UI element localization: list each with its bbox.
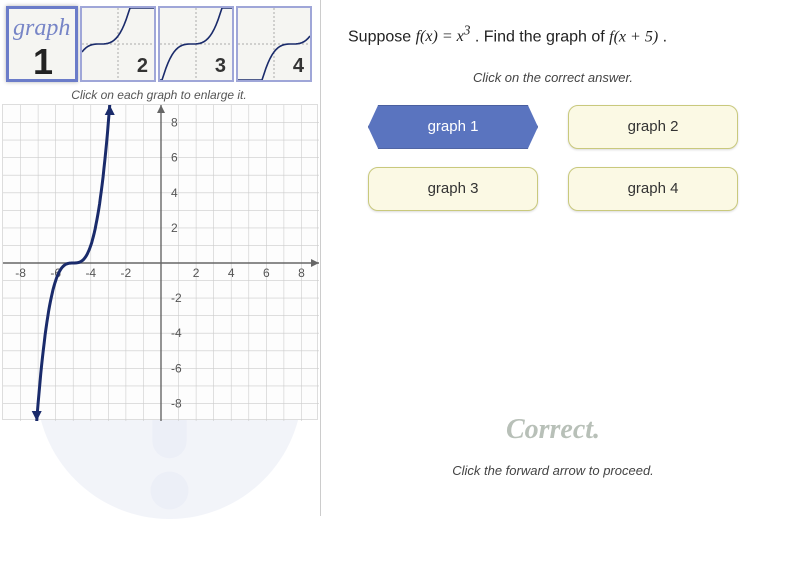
click-instruction: Click on the correct answer.: [348, 70, 758, 85]
answer-graph-1[interactable]: graph 1: [368, 105, 538, 149]
svg-text:-8: -8: [15, 266, 26, 280]
answer-graph-3[interactable]: graph 3: [368, 167, 538, 211]
svg-text:2: 2: [171, 221, 178, 235]
svg-text:-2: -2: [171, 291, 182, 305]
q-suffix: .: [663, 28, 667, 45]
graph-thumb-2[interactable]: 2: [80, 6, 156, 82]
main-container: graph1 2 3 4 Click on each graph to enlarge…: [0, 0, 788, 516]
thumb-label: 3: [215, 55, 226, 78]
graph-thumb-3[interactable]: 3: [158, 6, 234, 82]
answer-graph-4[interactable]: graph 4: [568, 167, 738, 211]
thumb-number: 1: [33, 41, 53, 83]
correct-message: Correct.: [318, 414, 788, 446]
thumb-label: 2: [137, 55, 148, 78]
answer-graph-2[interactable]: graph 2: [568, 105, 738, 149]
proceed-message: Click the forward arrow to proceed.: [318, 463, 788, 478]
svg-text:-8: -8: [171, 396, 182, 410]
svg-text:6: 6: [171, 151, 178, 165]
q-prefix: Suppose: [348, 28, 416, 45]
right-panel: Suppose f(x) = x3 . Find the graph of f(…: [318, 0, 788, 516]
thumb-label: 4: [293, 55, 304, 78]
graph-thumb-4[interactable]: 4: [236, 6, 312, 82]
question-text: Suppose f(x) = x3 . Find the graph of f(…: [348, 20, 758, 50]
thumb-word: graph: [13, 15, 70, 42]
svg-text:8: 8: [298, 266, 305, 280]
svg-text:4: 4: [171, 186, 178, 200]
svg-text:2: 2: [193, 266, 200, 280]
graph-thumb-1[interactable]: graph1: [6, 6, 78, 82]
svg-text:8: 8: [171, 116, 178, 130]
svg-text:6: 6: [263, 266, 270, 280]
svg-text:-4: -4: [171, 326, 182, 340]
main-graph[interactable]: -8-6-4-22468-8-6-4-22468: [2, 104, 318, 420]
thumbnail-row: graph1 2 3 4: [0, 0, 318, 82]
q-fn2: f(x + 5): [609, 28, 658, 45]
left-panel: graph1 2 3 4 Click on each graph to enlarge…: [0, 0, 318, 516]
svg-text:4: 4: [228, 266, 235, 280]
thumb-instruction: Click on each graph to enlarge it.: [0, 88, 318, 102]
answer-grid: graph 1 graph 2 graph 3 graph 4: [348, 105, 758, 211]
q-fn1: f(x) = x3: [416, 28, 471, 45]
svg-text:-2: -2: [121, 266, 132, 280]
svg-text:-6: -6: [171, 361, 182, 375]
q-mid: . Find the graph of: [475, 28, 609, 45]
svg-text:-4: -4: [85, 266, 96, 280]
